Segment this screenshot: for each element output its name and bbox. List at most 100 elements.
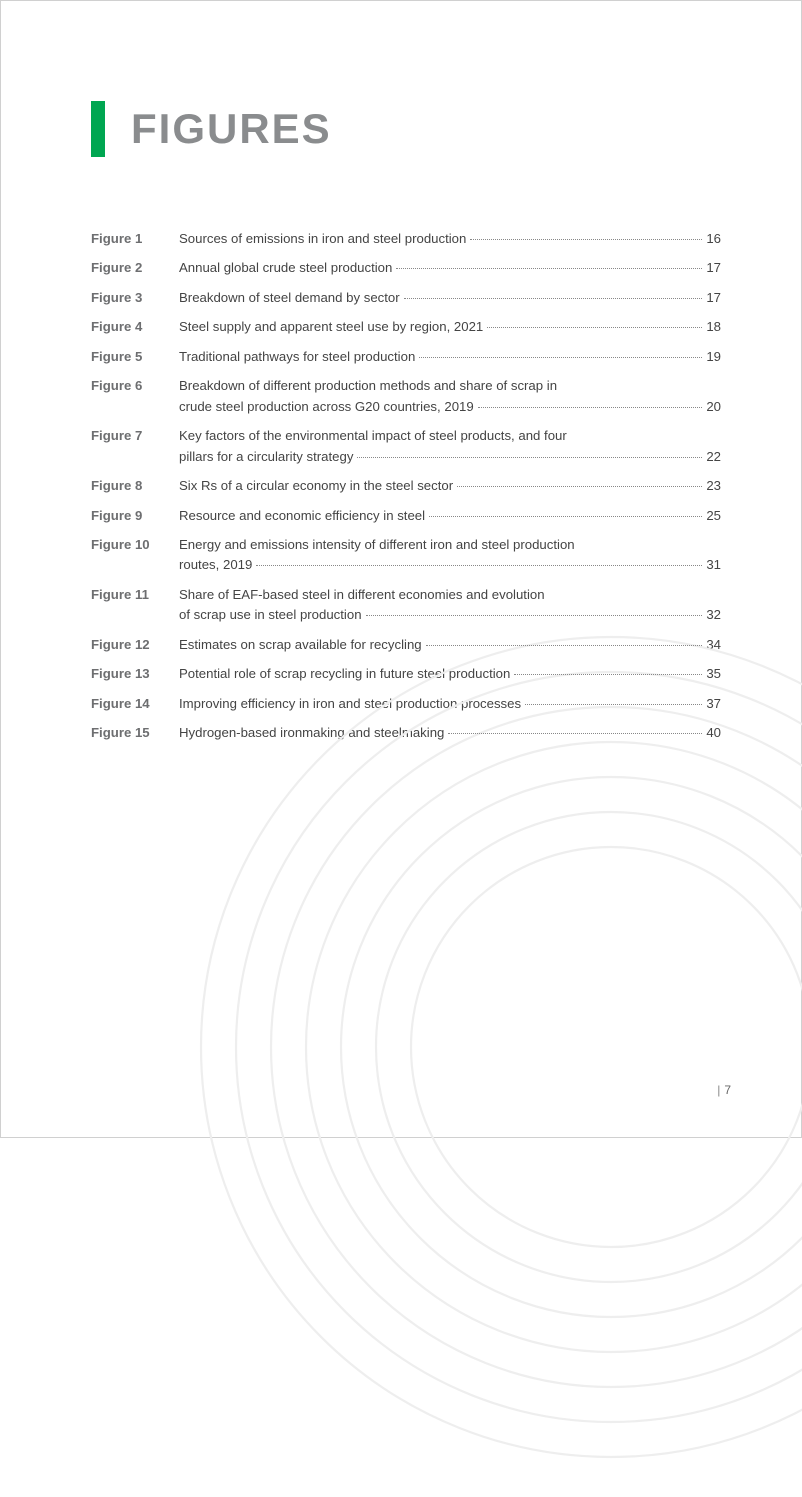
toc-line: Hydrogen-based ironmaking and steelmakin… [179,723,721,743]
toc-row: Figure 3Breakdown of steel demand by sec… [91,288,721,308]
page-number: |7 [717,1083,731,1097]
toc-description: of scrap use in steel production [179,605,362,625]
toc-figure-label: Figure 13 [91,664,179,684]
toc-line: Breakdown of different production method… [179,376,721,396]
toc-entry-body: Hydrogen-based ironmaking and steelmakin… [179,723,721,743]
page-number-value: 7 [724,1083,731,1097]
toc-figure-label: Figure 10 [91,535,179,555]
toc-line: Traditional pathways for steel productio… [179,347,721,367]
toc-description: crude steel production across G20 countr… [179,397,474,417]
toc-line: Improving efficiency in iron and steel p… [179,694,721,714]
toc-leader-dots [419,357,702,358]
toc-entry-body: Energy and emissions intensity of differ… [179,535,721,576]
toc-leader-dots [487,327,702,328]
toc-entry-body: Six Rs of a circular economy in the stee… [179,476,721,496]
toc-page-number: 20 [706,397,721,417]
toc-figure-label: Figure 5 [91,347,179,367]
toc-leader-dots [429,516,702,517]
toc-description: Key factors of the environmental impact … [179,426,567,446]
toc-leader-dots [396,268,702,269]
toc-description: Breakdown of steel demand by sector [179,288,400,308]
toc-entry-body: Steel supply and apparent steel use by r… [179,317,721,337]
toc-figure-label: Figure 15 [91,723,179,743]
toc-line: Steel supply and apparent steel use by r… [179,317,721,337]
toc-figure-label: Figure 4 [91,317,179,337]
toc-figure-label: Figure 9 [91,506,179,526]
toc-description: Breakdown of different production method… [179,376,557,396]
toc-line: pillars for a circularity strategy 22 [179,447,721,467]
toc-description: Six Rs of a circular economy in the stee… [179,476,453,496]
toc-figure-label: Figure 1 [91,229,179,249]
toc-page-number: 22 [706,447,721,467]
toc-row: Figure 7Key factors of the environmental… [91,426,721,467]
toc-row: Figure 8Six Rs of a circular economy in … [91,476,721,496]
toc-row: Figure 14Improving efficiency in iron an… [91,694,721,714]
toc-row: Figure 12Estimates on scrap available fo… [91,635,721,655]
toc-line: of scrap use in steel production32 [179,605,721,625]
toc-description: Resource and economic efficiency in stee… [179,506,425,526]
toc-row: Figure 9Resource and economic efficiency… [91,506,721,526]
toc-figure-label: Figure 12 [91,635,179,655]
toc-page-number: 35 [706,664,721,684]
toc-page-number: 23 [706,476,721,496]
toc-page-number: 34 [706,635,721,655]
page-title: FIGURES [131,105,332,153]
toc-line: Key factors of the environmental impact … [179,426,721,446]
toc-entry-body: Annual global crude steel production17 [179,258,721,278]
toc-line: Sources of emissions in iron and steel p… [179,229,721,249]
toc-page-number: 17 [706,288,721,308]
toc-figure-label: Figure 2 [91,258,179,278]
toc-line: Six Rs of a circular economy in the stee… [179,476,721,496]
toc-entry-body: Breakdown of different production method… [179,376,721,417]
toc-leader-dots [404,298,703,299]
toc-figure-label: Figure 14 [91,694,179,714]
toc-leader-dots [470,239,702,240]
toc-line: Breakdown of steel demand by sector 17 [179,288,721,308]
toc-row: Figure 2Annual global crude steel produc… [91,258,721,278]
toc-leader-dots [366,615,703,616]
toc-line: Resource and economic efficiency in stee… [179,506,721,526]
toc-figure-label: Figure 7 [91,426,179,446]
toc-row: Figure 11Share of EAF-based steel in dif… [91,585,721,626]
toc-leader-dots [448,733,702,734]
toc-entry-body: Traditional pathways for steel productio… [179,347,721,367]
toc-leader-dots [514,674,702,675]
toc-row: Figure 10Energy and emissions intensity … [91,535,721,576]
toc-description: Potential role of scrap recycling in fut… [179,664,510,684]
toc-entry-body: Key factors of the environmental impact … [179,426,721,467]
toc-page-number: 31 [706,555,721,575]
toc-figure-label: Figure 6 [91,376,179,396]
title-block: FIGURES [91,101,721,157]
toc-row: Figure 13Potential role of scrap recycli… [91,664,721,684]
toc-line: Energy and emissions intensity of differ… [179,535,721,555]
toc-entry-body: Potential role of scrap recycling in fut… [179,664,721,684]
toc-line: Share of EAF-based steel in different ec… [179,585,721,605]
toc-row: Figure 5Traditional pathways for steel p… [91,347,721,367]
toc-row: Figure 4Steel supply and apparent steel … [91,317,721,337]
toc-page-number: 40 [706,723,721,743]
toc-line: routes, 2019 31 [179,555,721,575]
toc-page-number: 37 [706,694,721,714]
toc-leader-dots [357,457,702,458]
toc-entry-body: Improving efficiency in iron and steel p… [179,694,721,714]
toc-leader-dots [256,565,702,566]
toc-description: pillars for a circularity strategy [179,447,353,467]
toc-page-number: 18 [706,317,721,337]
toc-row: Figure 15Hydrogen-based ironmaking and s… [91,723,721,743]
toc-row: Figure 6Breakdown of different productio… [91,376,721,417]
toc-description: Energy and emissions intensity of differ… [179,535,575,555]
toc-entry-body: Resource and economic efficiency in stee… [179,506,721,526]
toc-page-number: 25 [706,506,721,526]
toc-leader-dots [478,407,703,408]
toc-description: routes, 2019 [179,555,252,575]
page-number-divider: | [717,1083,720,1097]
toc-description: Annual global crude steel production [179,258,392,278]
toc-description: Steel supply and apparent steel use by r… [179,317,483,337]
toc-entry-body: Breakdown of steel demand by sector 17 [179,288,721,308]
toc-figure-label: Figure 3 [91,288,179,308]
toc-line: crude steel production across G20 countr… [179,397,721,417]
toc-line: Estimates on scrap available for recycli… [179,635,721,655]
toc-entry-body: Sources of emissions in iron and steel p… [179,229,721,249]
toc-page-number: 16 [706,229,721,249]
toc-entry-body: Estimates on scrap available for recycli… [179,635,721,655]
